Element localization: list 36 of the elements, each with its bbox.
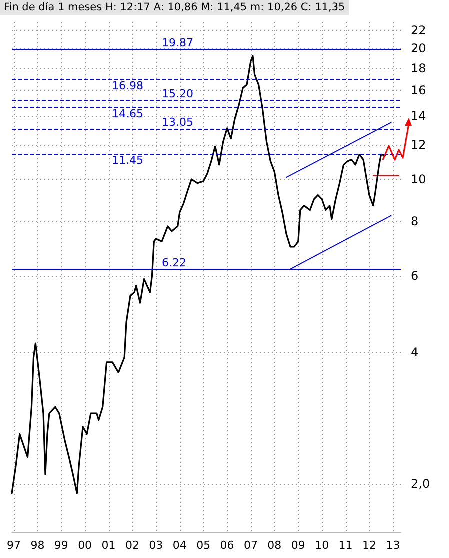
x-tick-label: 06	[220, 539, 234, 552]
ref-line-label: 6.22	[162, 256, 186, 270]
y-tick-label: 4	[411, 346, 419, 360]
x-tick-label: 12	[362, 539, 376, 552]
y-tick-label: 10	[411, 172, 426, 186]
y-tick-label: 22	[411, 23, 426, 38]
x-tick-label: 11	[338, 539, 353, 552]
ref-line-label: 14.65	[112, 107, 144, 120]
x-tick-label: 99	[54, 539, 68, 552]
y-tick-label: 2,0	[411, 476, 430, 491]
y-tick-label: 18	[411, 61, 426, 76]
x-tick-label: 02	[125, 539, 140, 552]
x-tick-label: 13	[386, 539, 400, 552]
x-tick-label: 09	[291, 539, 306, 552]
ref-line-label: 13.05	[162, 116, 194, 130]
ref-line-label: 11.45	[112, 154, 144, 167]
x-tick-label: 01	[102, 539, 116, 552]
x-tick-label: 07	[244, 539, 258, 552]
x-tick-label: 03	[149, 539, 164, 552]
x-tick-label: 10	[315, 539, 330, 552]
x-tick-label: 00	[78, 539, 92, 552]
ref-line-label: 19.87	[162, 36, 194, 50]
y-tick-label: 14	[411, 108, 426, 123]
y-tick-label: 16	[411, 84, 426, 98]
y-tick-label: 8	[411, 214, 419, 229]
ref-line-label: 16.98	[112, 79, 144, 92]
x-tick-label: 04	[172, 539, 187, 552]
x-tick-label: 05	[196, 539, 211, 552]
x-tick-label: 97	[7, 539, 22, 552]
ref-line-label: 15.20	[162, 87, 194, 100]
chart-title: Fin de día 1 meses H: 12:17 A: 10,86 M: 11,45 m: 10,26 C: 11,35	[4, 2, 346, 14]
x-tick-label: 08	[268, 539, 282, 552]
y-tick-label: 20	[411, 41, 426, 56]
x-tick-label: 98	[30, 539, 45, 552]
y-tick-label: 12	[411, 138, 426, 152]
y-tick-label: 6	[411, 269, 419, 284]
